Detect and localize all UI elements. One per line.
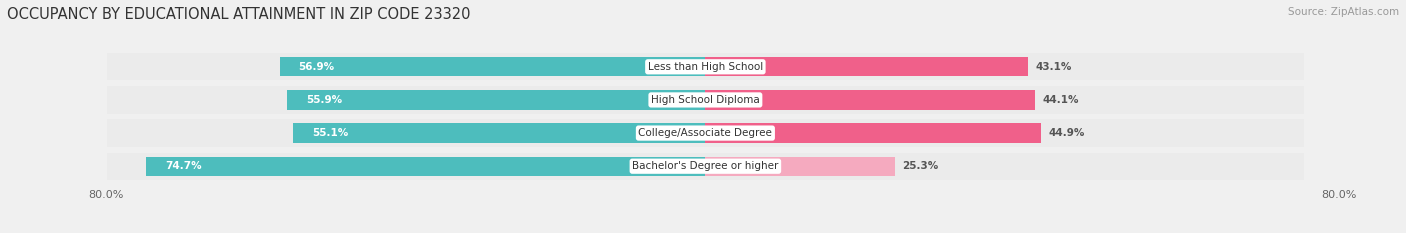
Text: 43.1%: 43.1%	[1035, 62, 1071, 72]
Bar	[706, 123, 1042, 143]
Text: Source: ZipAtlas.com: Source: ZipAtlas.com	[1288, 7, 1399, 17]
Text: Bachelor's Degree or higher: Bachelor's Degree or higher	[633, 161, 779, 171]
Bar	[706, 90, 1035, 110]
Bar	[107, 153, 706, 180]
Text: 55.9%: 55.9%	[307, 95, 342, 105]
Bar	[107, 53, 706, 80]
Text: Less than High School: Less than High School	[648, 62, 763, 72]
Text: 80.0%: 80.0%	[1322, 190, 1357, 200]
Text: OCCUPANCY BY EDUCATIONAL ATTAINMENT IN ZIP CODE 23320: OCCUPANCY BY EDUCATIONAL ATTAINMENT IN Z…	[7, 7, 471, 22]
Text: 80.0%: 80.0%	[89, 190, 124, 200]
Bar	[706, 86, 1303, 113]
Text: College/Associate Degree: College/Associate Degree	[638, 128, 772, 138]
Bar	[146, 157, 706, 176]
Bar	[107, 86, 706, 113]
Bar	[706, 153, 1303, 180]
Text: 44.9%: 44.9%	[1049, 128, 1085, 138]
Text: 44.1%: 44.1%	[1043, 95, 1080, 105]
Text: 55.1%: 55.1%	[312, 128, 349, 138]
Bar	[107, 120, 706, 147]
Bar	[706, 157, 894, 176]
Bar	[706, 120, 1303, 147]
Bar	[706, 57, 1028, 76]
Text: 74.7%: 74.7%	[165, 161, 202, 171]
Text: High School Diploma: High School Diploma	[651, 95, 759, 105]
Text: 56.9%: 56.9%	[298, 62, 335, 72]
Text: 25.3%: 25.3%	[903, 161, 938, 171]
Bar	[280, 57, 706, 76]
Bar	[706, 53, 1303, 80]
Bar	[287, 90, 706, 110]
Bar	[292, 123, 706, 143]
